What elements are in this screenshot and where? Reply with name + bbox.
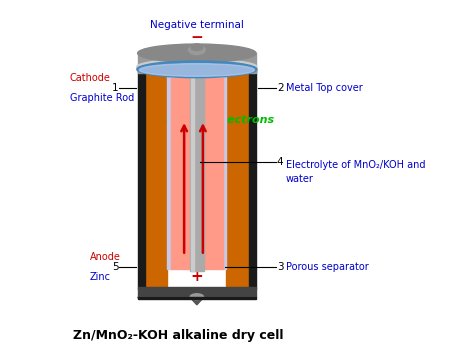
Polygon shape	[137, 297, 256, 305]
Text: 1: 1	[112, 83, 118, 93]
Text: Anode: Anode	[90, 252, 121, 262]
Ellipse shape	[190, 294, 203, 300]
Text: +: +	[191, 269, 203, 284]
Text: Cathode: Cathode	[70, 73, 110, 83]
Text: −: −	[191, 30, 203, 45]
Text: 5: 5	[112, 262, 118, 272]
Text: Electrolyte of MnO₂/KOH and
water: Electrolyte of MnO₂/KOH and water	[285, 160, 425, 184]
Bar	[190, 58, 203, 271]
Bar	[223, 72, 226, 269]
Bar	[226, 72, 249, 286]
Bar	[249, 68, 256, 289]
Bar	[137, 53, 256, 73]
Bar	[167, 72, 171, 269]
Text: 3: 3	[277, 262, 283, 272]
Text: Porous separator: Porous separator	[285, 262, 368, 272]
Ellipse shape	[137, 61, 257, 78]
Text: Zinc: Zinc	[90, 273, 111, 282]
Ellipse shape	[139, 63, 255, 76]
Bar	[191, 58, 193, 271]
Ellipse shape	[137, 44, 256, 62]
Text: Flow of electrons: Flow of electrons	[166, 115, 274, 125]
Ellipse shape	[190, 54, 203, 62]
Text: Negative terminal: Negative terminal	[150, 20, 244, 30]
Ellipse shape	[189, 45, 205, 55]
Text: Graphite Rod: Graphite Rod	[70, 93, 134, 104]
Bar	[171, 77, 223, 269]
Text: Metal Top cover: Metal Top cover	[285, 83, 362, 93]
Bar	[137, 68, 145, 289]
Bar	[145, 72, 167, 286]
Text: Positive terminal: Positive terminal	[153, 293, 241, 303]
Text: 4: 4	[277, 157, 283, 167]
Ellipse shape	[191, 44, 203, 51]
Text: Zn/MnO₂-KOH alkaline dry cell: Zn/MnO₂-KOH alkaline dry cell	[73, 329, 283, 342]
Text: 2: 2	[277, 83, 283, 93]
Bar	[137, 297, 256, 299]
Bar	[137, 287, 256, 297]
Ellipse shape	[137, 59, 257, 74]
